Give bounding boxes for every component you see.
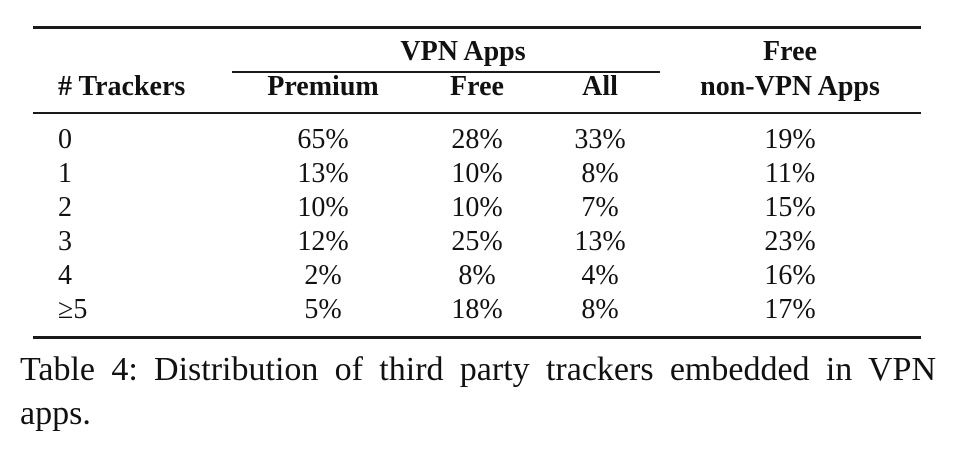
cell-nonvpn: 19%	[764, 124, 816, 155]
top-rule	[33, 26, 921, 29]
row-label: ≥5	[58, 294, 88, 325]
cell-premium: 13%	[297, 158, 349, 189]
bottom-rule	[33, 336, 921, 339]
row-label: 1	[58, 158, 72, 189]
cell-free: 28%	[451, 124, 503, 155]
header-trackers: # Trackers	[58, 71, 186, 102]
cell-all: 13%	[574, 226, 626, 257]
header-rule	[33, 112, 921, 114]
header-free: Free	[450, 71, 504, 102]
cell-premium: 65%	[297, 124, 349, 155]
cell-all: 4%	[581, 260, 619, 291]
cell-nonvpn: 17%	[764, 294, 816, 325]
cell-free: 10%	[451, 192, 503, 223]
cell-premium: 2%	[304, 260, 342, 291]
header-all: All	[582, 71, 618, 102]
header-vpn-apps: VPN Apps	[400, 36, 526, 67]
row-label: 0	[58, 124, 72, 155]
row-label: 3	[58, 226, 72, 257]
cell-free: 25%	[451, 226, 503, 257]
cell-all: 33%	[574, 124, 626, 155]
header-free-nonvpn-line2: non-VPN Apps	[700, 71, 880, 102]
header-free-nonvpn-line1: Free	[763, 36, 817, 67]
cell-nonvpn: 23%	[764, 226, 816, 257]
cell-nonvpn: 15%	[764, 192, 816, 223]
cell-nonvpn: 11%	[764, 158, 816, 189]
header-premium: Premium	[267, 71, 379, 102]
cell-all: 8%	[581, 294, 619, 325]
cell-free: 8%	[458, 260, 496, 291]
row-label: 4	[58, 260, 72, 291]
vpn-group-rule	[232, 71, 660, 73]
cell-free: 10%	[451, 158, 503, 189]
cell-all: 8%	[581, 158, 619, 189]
cell-nonvpn: 16%	[764, 260, 816, 291]
table-caption: Table 4: Distribution of third party tra…	[20, 351, 936, 432]
row-label: 2	[58, 192, 72, 223]
cell-premium: 12%	[297, 226, 349, 257]
cell-free: 18%	[451, 294, 503, 325]
cell-premium: 5%	[304, 294, 342, 325]
cell-all: 7%	[581, 192, 619, 223]
cell-premium: 10%	[297, 192, 349, 223]
